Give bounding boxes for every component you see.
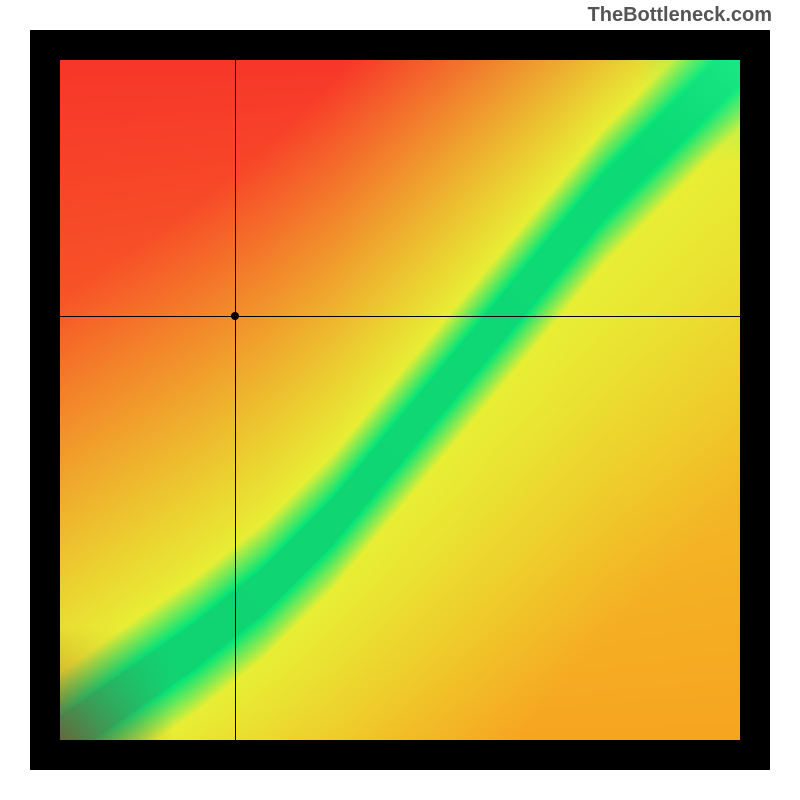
crosshair-vertical-line xyxy=(235,60,236,740)
crosshair-marker-dot xyxy=(231,312,239,320)
chart-outer-frame xyxy=(30,30,770,770)
heatmap-plot-area xyxy=(60,60,740,740)
heatmap-canvas xyxy=(60,60,740,740)
crosshair-horizontal-line xyxy=(60,316,740,317)
watermark-text: TheBottleneck.com xyxy=(588,4,772,27)
